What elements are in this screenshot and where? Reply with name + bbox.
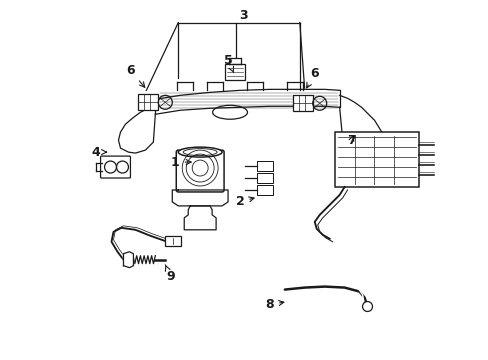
FancyBboxPatch shape — [165, 236, 181, 246]
Polygon shape — [172, 190, 227, 206]
Polygon shape — [155, 89, 339, 114]
Polygon shape — [118, 105, 155, 153]
Polygon shape — [123, 252, 133, 268]
Text: 6: 6 — [306, 67, 318, 88]
FancyBboxPatch shape — [292, 95, 312, 111]
FancyBboxPatch shape — [101, 156, 130, 178]
Text: 6: 6 — [126, 64, 144, 87]
Text: 9: 9 — [165, 265, 174, 283]
Circle shape — [362, 302, 372, 311]
FancyBboxPatch shape — [224, 64, 244, 80]
FancyBboxPatch shape — [176, 150, 224, 192]
FancyBboxPatch shape — [138, 94, 158, 110]
FancyBboxPatch shape — [334, 132, 419, 187]
FancyBboxPatch shape — [256, 173, 272, 183]
Polygon shape — [339, 95, 390, 180]
Text: 1: 1 — [170, 156, 191, 168]
Text: 7: 7 — [346, 134, 355, 147]
FancyBboxPatch shape — [256, 185, 272, 195]
Ellipse shape — [178, 147, 222, 157]
Text: 2: 2 — [235, 195, 254, 208]
FancyBboxPatch shape — [256, 161, 272, 171]
Text: 8: 8 — [265, 298, 284, 311]
Text: 4: 4 — [91, 145, 106, 159]
Text: 3: 3 — [238, 9, 247, 22]
Text: 5: 5 — [223, 54, 233, 72]
Polygon shape — [184, 206, 216, 230]
